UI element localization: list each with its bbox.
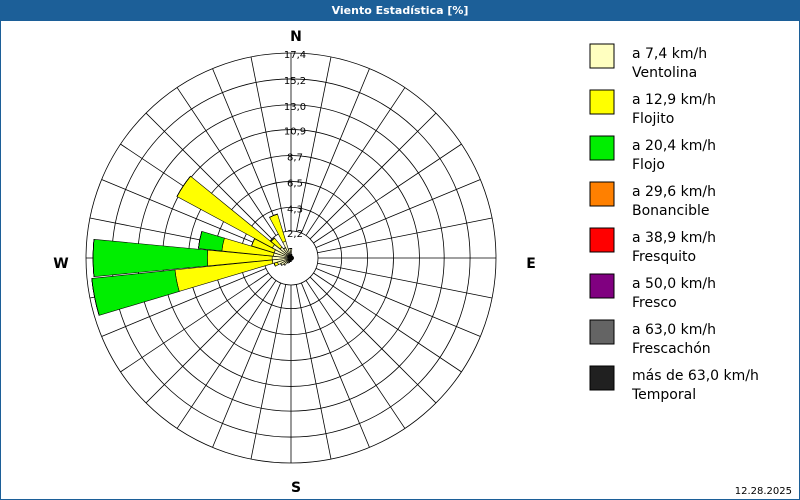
spoke: [309, 112, 437, 240]
ring-label: 15,2: [284, 76, 306, 87]
compass-label: W: [53, 256, 68, 272]
legend-swatch: [589, 89, 615, 115]
spoke: [212, 282, 282, 448]
spoke: [295, 284, 332, 460]
petal-segment: [251, 238, 255, 246]
ring-label: 6,5: [287, 178, 303, 189]
compass-label: E: [526, 256, 536, 272]
legend-label: a 63,0 km/h: [632, 322, 716, 338]
ring-label: 10,9: [284, 127, 306, 138]
spoke: [315, 179, 481, 249]
legend-description: Flojo: [632, 157, 665, 173]
legend-swatch: [589, 273, 615, 299]
spoke: [176, 87, 277, 236]
compass-label: N: [290, 29, 302, 45]
labels: 2,2 4,3 6,5 8,7 10,9 13,0 15,2 17,4 N E S W: [53, 29, 536, 496]
legend-swatch: [589, 135, 615, 161]
petals: [91, 175, 294, 316]
legend-label: a 20,4 km/h: [632, 138, 716, 154]
spoke: [212, 68, 282, 234]
ring: [85, 52, 497, 464]
date: 12.28.2025: [735, 486, 792, 497]
spoke: [101, 179, 267, 249]
legend-label: a 50,0 km/h: [632, 276, 716, 292]
spoke: [305, 87, 406, 236]
legend-description: Ventolina: [632, 65, 697, 81]
legend-swatch: [589, 319, 615, 345]
legend-label: a 38,9 km/h: [632, 230, 716, 246]
chart-title: Viento Estadística [%]: [332, 4, 469, 17]
ring-label: 17,4: [284, 50, 306, 61]
legend-label: a 12,9 km/h: [632, 92, 716, 108]
legend-description: Flojito: [632, 111, 674, 127]
petal-segment: [270, 237, 275, 242]
spoke: [145, 112, 273, 240]
legend-description: Frescachón: [632, 341, 711, 357]
spoke: [250, 284, 287, 460]
spoke: [317, 217, 493, 254]
spoke: [145, 276, 273, 404]
title-bar: [0, 0, 800, 21]
legend-swatch: [589, 227, 615, 253]
ring-label: 8,7: [287, 153, 303, 164]
petal-segment: [198, 231, 203, 249]
spoke: [305, 280, 406, 429]
spoke: [315, 267, 481, 337]
legend-description: Temporal: [631, 387, 696, 403]
legend-label: a 7,4 km/h: [632, 46, 707, 62]
compass-label: S: [291, 480, 301, 496]
legend-swatch: [589, 43, 615, 69]
legend-description: Fresco: [632, 295, 677, 311]
ring-label: 13,0: [284, 102, 306, 113]
spoke: [295, 56, 332, 232]
spoke: [120, 272, 269, 373]
spoke: [300, 282, 370, 448]
ring-label: 4,3: [287, 204, 303, 215]
spoke: [317, 262, 493, 299]
spoke: [309, 276, 437, 404]
ring-label: 2,2: [287, 229, 303, 240]
legend-description: Fresquito: [632, 249, 696, 265]
spoke: [250, 56, 287, 232]
legend-label: a 29,6 km/h: [632, 184, 716, 200]
spoke: [101, 267, 267, 337]
spoke: [313, 272, 462, 373]
spoke: [300, 68, 370, 234]
spoke: [176, 280, 277, 429]
legend-swatch: [589, 181, 615, 207]
legend-swatch: [589, 365, 615, 391]
legend-label: más de 63,0 km/h: [632, 368, 759, 384]
legend-description: Bonancible: [632, 203, 709, 219]
spoke: [313, 143, 462, 244]
petal-segment: [269, 213, 278, 218]
legend: a 7,4 km/h Ventolina a 12,9 km/h Flojito a 2…: [589, 43, 759, 403]
